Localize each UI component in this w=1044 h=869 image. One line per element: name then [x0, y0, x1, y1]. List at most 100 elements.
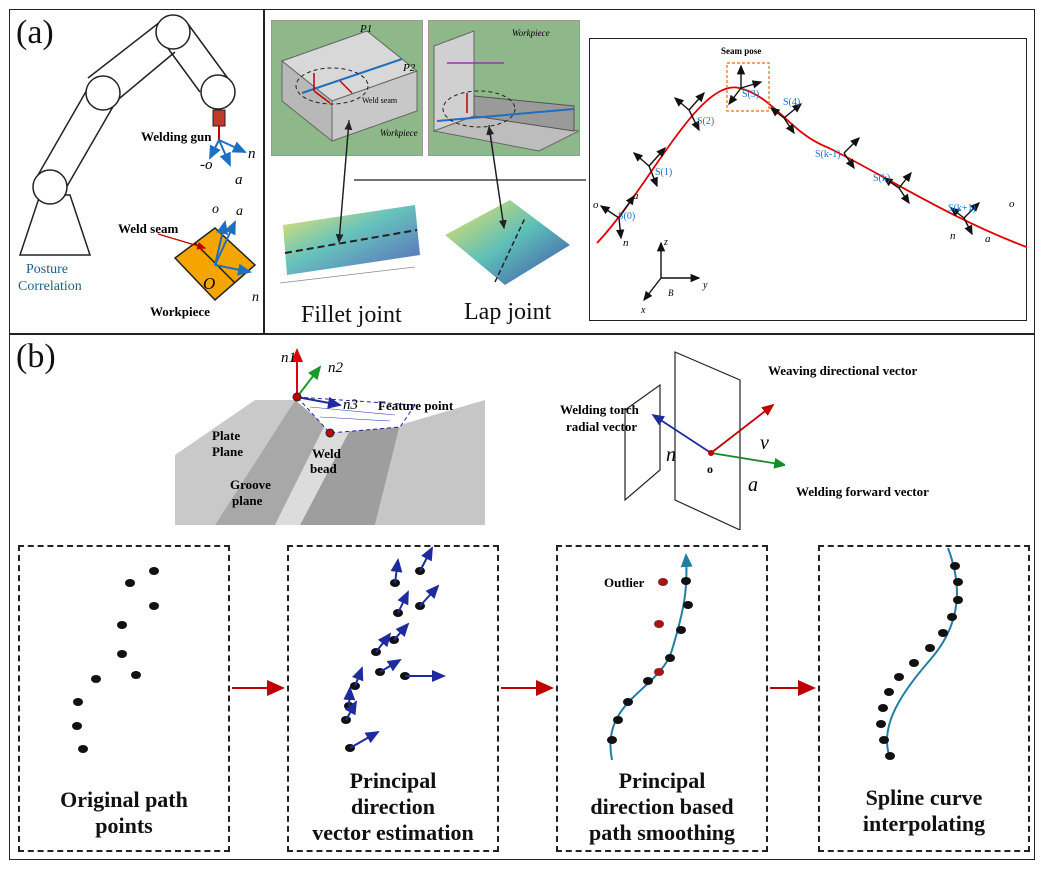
- seam-point-label: S(k+1): [948, 203, 976, 214]
- weld-bead-label-1: Weld: [312, 446, 341, 461]
- panel-divider-vertical: [263, 9, 265, 334]
- seam-point-label: S(4): [783, 97, 801, 108]
- fillet-joint-drawing: [280, 30, 419, 143]
- fillet-point-cloud-drawing: [279, 205, 420, 284]
- seam-curve-diagram: [596, 62, 1027, 302]
- lap-joint-caption: Lap joint: [464, 299, 552, 325]
- posture-correlation-line1: Posture: [26, 262, 68, 277]
- outlier-point: [658, 578, 668, 586]
- joint-circle: [155, 14, 191, 50]
- step-box-spline: [818, 545, 1030, 852]
- step-box-original: [18, 545, 230, 852]
- workpiece-vector-a: a: [236, 204, 243, 219]
- joint-connectors: [335, 119, 586, 244]
- fillet-p2-label: P2: [403, 62, 416, 74]
- seam-point-label: S(k-1): [815, 149, 841, 160]
- axis-z-label: z: [664, 237, 668, 248]
- step-caption-line: vector estimation: [312, 820, 474, 845]
- torch-vector-diagram: [624, 351, 785, 530]
- fillet-weld-seam-label: Weld seam: [362, 96, 398, 105]
- seam-curve-box: [589, 38, 1027, 321]
- fillet-point-cloud: [275, 195, 425, 295]
- plate-plane-label-1: Plate: [212, 428, 241, 443]
- step-box-estimation: [287, 545, 499, 852]
- feature-point-label: Feature point: [378, 398, 454, 413]
- step-caption: Original path points: [20, 787, 228, 839]
- step-caption-line: Principal: [349, 768, 437, 793]
- workpiece-vector-n: n: [252, 290, 259, 305]
- step-caption: Spline curve interpolating: [820, 785, 1028, 837]
- workpiece-origin-label: O: [203, 274, 216, 293]
- lap-point-cloud: [440, 190, 575, 295]
- groove-plane-label-2: plane: [232, 493, 263, 508]
- step-caption: Principal direction vector estimation: [289, 768, 497, 846]
- weaving-vector-label: Weaving directional vector: [768, 363, 918, 378]
- step-caption-line: path smoothing: [588, 820, 736, 845]
- forward-vector-label: Welding forward vector: [796, 484, 929, 499]
- radial-vector-label-2: radial vector: [566, 419, 638, 434]
- vector-n1-label: n1: [281, 350, 296, 366]
- axis-b-label: B: [668, 288, 674, 298]
- workpiece-vector-o: o: [212, 202, 219, 217]
- workpiece-label: Workpiece: [150, 304, 210, 319]
- joint-circle: [32, 169, 68, 205]
- torch-o-label: o: [707, 462, 713, 476]
- step-caption-line: direction based: [590, 794, 734, 819]
- gun-vector-n: n: [248, 146, 256, 162]
- joint-circle: [200, 74, 236, 110]
- axis-x-label: x: [641, 305, 646, 316]
- joint-circle: [85, 75, 121, 111]
- seam-point-label: S(2): [697, 116, 715, 127]
- weld-seam-label: Weld seam: [118, 221, 179, 236]
- seam-end-o: o: [1009, 198, 1015, 210]
- groove-plane-label-1: Groove: [230, 477, 271, 492]
- panel-b-label: (b): [16, 338, 56, 375]
- fillet-p1-label: P1: [360, 23, 373, 35]
- step-box-smoothing: [556, 545, 768, 852]
- seam-point-label: S(3): [742, 89, 760, 100]
- fillet-workpiece-label: Workpiece: [380, 128, 418, 138]
- seam-point-label: S(k): [873, 173, 891, 184]
- welding-gun-label: Welding gun: [141, 129, 212, 144]
- lap-point-cloud-drawing: [445, 200, 570, 285]
- seam-start-a: a: [633, 190, 639, 202]
- torch-a-label: a: [748, 474, 758, 496]
- outlier-label: Outlier: [604, 575, 645, 590]
- step-caption-line: direction: [351, 794, 435, 819]
- welding-gun: [212, 109, 226, 127]
- fillet-joint-image: [271, 20, 423, 156]
- torch-v-label: v: [760, 432, 769, 454]
- seam-pose-label: Seam pose: [721, 46, 762, 56]
- torch-n-label: n: [666, 444, 676, 466]
- robot-diagram: [18, 14, 257, 302]
- posture-correlation-line2: Correlation: [18, 279, 82, 294]
- step-caption-line: Original path: [60, 787, 188, 812]
- outlier-point: [654, 620, 664, 628]
- panel-divider-horizontal: [9, 333, 1035, 335]
- seam-end-n: n: [950, 230, 956, 242]
- fillet-joint-caption: Fillet joint: [301, 302, 402, 328]
- vector-n3-label: n3: [343, 397, 358, 413]
- seam-start-o: o: [593, 199, 599, 211]
- vector-n2-label: n2: [328, 360, 343, 376]
- figure-frame: [9, 9, 1035, 860]
- gun-vector-o: -o: [200, 157, 213, 173]
- lap-joint-drawing: [432, 30, 579, 152]
- step-caption-line: Spline curve: [865, 785, 983, 810]
- groove-diagram: [175, 348, 485, 525]
- pipeline-graphics: [72, 546, 963, 761]
- seam-point-label: S(1): [655, 167, 673, 178]
- step-caption-line: interpolating: [862, 811, 986, 836]
- gun-vector-a: a: [235, 172, 243, 188]
- seam-pose-box: [726, 62, 770, 112]
- plate-plane-label-2: Plane: [212, 444, 244, 459]
- step-caption: Principal direction based path smoothing: [558, 768, 766, 846]
- step-caption-line: points: [95, 813, 153, 838]
- lap-joint-image: [428, 20, 580, 156]
- axis-y-label: y: [703, 280, 708, 291]
- radial-vector-label-1: Welding torch: [560, 402, 639, 417]
- outlier-point: [654, 668, 664, 676]
- seam-start-n: n: [623, 237, 629, 249]
- seam-point-label: S(0): [618, 211, 636, 222]
- weld-bead-label-2: bead: [310, 461, 337, 476]
